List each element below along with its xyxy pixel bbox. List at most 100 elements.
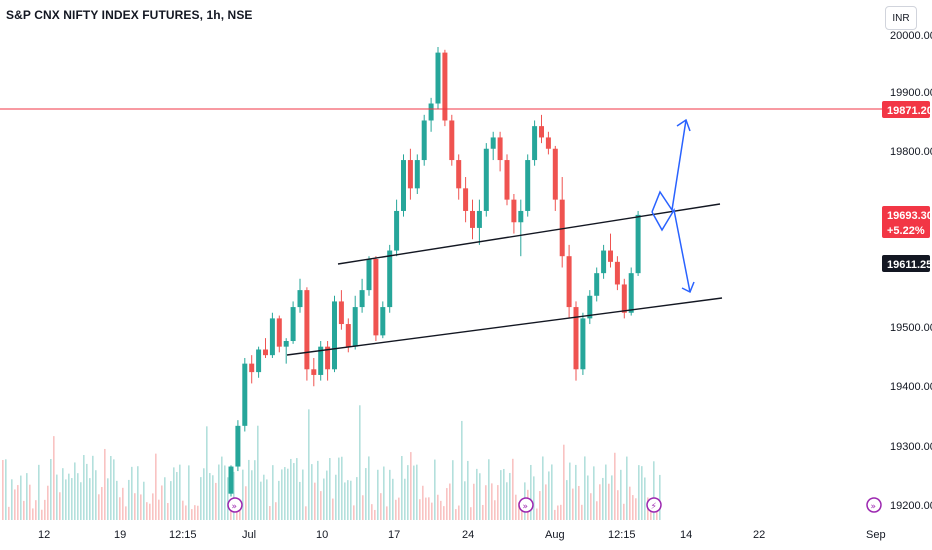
volume-bar: [320, 491, 322, 520]
candle-body: [621, 284, 627, 313]
candle-body: [249, 363, 255, 373]
volume-bar: [362, 495, 364, 520]
candle-50: [297, 278, 303, 313]
volume-bar: [365, 468, 367, 520]
candle-body: [283, 341, 289, 347]
candle-89: [566, 244, 572, 319]
volume-bar: [185, 505, 187, 520]
volume-bar: [275, 502, 277, 520]
candle-body: [614, 261, 620, 285]
volume-bar: [323, 478, 325, 520]
currency-selector[interactable]: INR: [885, 6, 917, 30]
volume-bar: [632, 495, 634, 520]
volume-bar: [44, 499, 46, 520]
candle-body: [470, 210, 475, 228]
volume-bar: [332, 498, 334, 520]
candle-body: [421, 120, 427, 161]
volume-bar: [389, 469, 391, 520]
candle-92: [587, 290, 593, 325]
volume-bar: [344, 482, 346, 520]
candle-body: [559, 199, 565, 257]
volume-bar: [14, 489, 16, 520]
svg-text:»: »: [871, 502, 877, 512]
candle-body: [511, 199, 517, 223]
volume-bar: [29, 484, 31, 520]
candle-98: [628, 267, 634, 316]
lower-channel-line[interactable]: [286, 297, 723, 356]
candle-body: [256, 349, 262, 373]
volume-bar: [626, 456, 628, 520]
candle-body: [373, 259, 379, 336]
volume-bar: [251, 470, 253, 520]
volume-bar: [281, 469, 283, 520]
candle-68: [421, 114, 427, 166]
volume-bar: [8, 506, 10, 520]
candle-body: [483, 148, 489, 211]
x-label-10: 10: [316, 529, 328, 541]
candle-body: [318, 346, 324, 375]
volume-bar: [659, 474, 661, 520]
volume-bar: [164, 477, 166, 520]
volume-bar: [98, 494, 100, 520]
candle-body: [325, 346, 331, 370]
candle-80: [504, 154, 510, 206]
volume-bar: [140, 494, 142, 520]
projection-arrow-up[interactable]: [651, 119, 687, 213]
volume-bar: [179, 464, 181, 520]
candle-41: [235, 420, 241, 472]
volume-bar: [224, 465, 226, 520]
upper-channel-line[interactable]: [337, 203, 721, 265]
volume-bar: [500, 470, 502, 520]
candle-body: [428, 103, 434, 121]
volume-bar: [560, 504, 562, 520]
volume-bar: [167, 503, 169, 520]
candle-93: [594, 267, 600, 302]
dividend-event-icon[interactable]: »: [866, 497, 882, 513]
candle-88: [559, 177, 565, 268]
volume-bar: [359, 405, 361, 520]
volume-bar: [482, 504, 484, 520]
arrowhead-up: [676, 118, 691, 132]
dividend-event-icon[interactable]: »: [227, 497, 243, 513]
x-label-24: 24: [462, 529, 474, 541]
volume-bar: [338, 457, 340, 520]
volume-bar: [590, 493, 592, 520]
candle-90: [573, 301, 579, 381]
x-label-1215a: 12:15: [169, 529, 197, 541]
volume-bar: [2, 460, 4, 520]
volume-bar: [113, 459, 115, 520]
candle-body: [380, 307, 386, 336]
volume-bar: [545, 484, 547, 520]
volume-bar: [512, 458, 514, 520]
volume-bar: [380, 493, 382, 520]
volume-bar: [353, 505, 355, 520]
projection-arrow-down[interactable]: [651, 207, 691, 293]
volume-bar: [53, 436, 55, 520]
volume-bar: [257, 425, 259, 520]
volume-bar: [440, 500, 442, 520]
candle-56: [338, 290, 344, 330]
earnings-event-icon[interactable]: ⚡: [646, 497, 662, 513]
volume-bar: [446, 488, 448, 520]
volume-bar: [371, 504, 373, 520]
volume-bar: [503, 468, 505, 520]
candle-body: [601, 250, 607, 274]
resistance-price: 19871.20: [887, 105, 932, 117]
candle-79: [497, 131, 503, 172]
candle-99: [635, 210, 641, 276]
event-markers[interactable]: » » ⚡ »: [227, 497, 882, 513]
candle-body: [518, 210, 524, 223]
volume-bar: [206, 426, 208, 520]
volume-bar: [128, 479, 130, 520]
current-price-badge: 19693.30 +5.22%: [882, 206, 932, 238]
y-label-19800: 19800.00: [890, 146, 932, 158]
candle-body: [539, 126, 544, 138]
candle-85: [539, 114, 544, 144]
volume-bar: [386, 506, 388, 520]
volume-bar: [413, 465, 415, 520]
dividend-event-icon[interactable]: »: [518, 497, 534, 513]
volume-bar: [176, 472, 178, 520]
candle-body: [414, 160, 420, 189]
svg-text:⚡: ⚡: [651, 502, 657, 512]
